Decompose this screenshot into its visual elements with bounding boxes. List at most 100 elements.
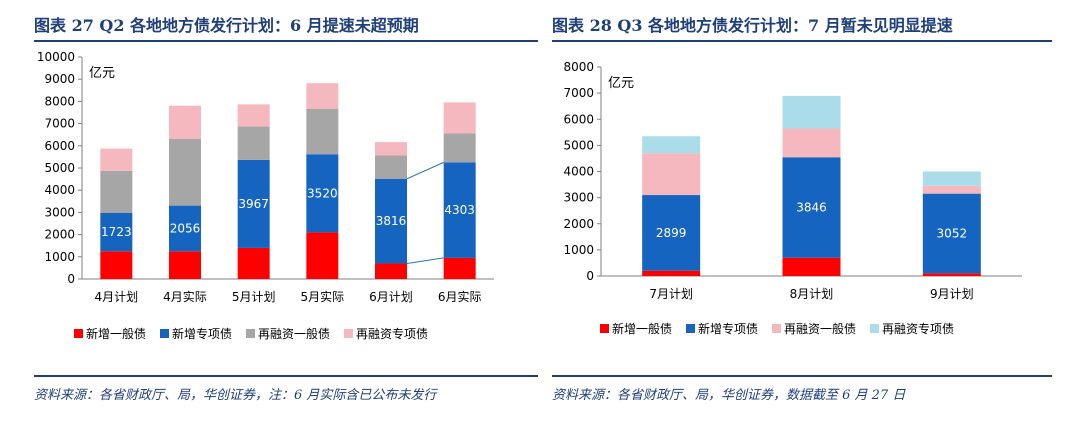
category-label: 9月计划 <box>930 287 974 301</box>
category-label: 6月实际 <box>438 289 482 304</box>
y-tick-label: 6000 <box>563 112 594 126</box>
bar-segment <box>237 126 270 160</box>
y-tick-label: 6000 <box>44 139 75 153</box>
bar-segment <box>782 128 841 158</box>
data-label: 3052 <box>937 227 968 241</box>
bar-segment <box>922 273 981 276</box>
legend-label: 再融资一般债 <box>258 326 330 341</box>
figure-28-top-rule <box>552 40 1052 42</box>
bar-segment <box>443 162 476 258</box>
legend-label: 新增一般债 <box>86 326 146 341</box>
bar-segment <box>100 212 133 252</box>
category-label: 7月计划 <box>649 287 693 301</box>
category-label: 4月实际 <box>163 289 207 304</box>
legend-swatch <box>772 324 781 333</box>
unit-label: 亿元 <box>608 76 634 91</box>
data-label: 3816 <box>376 214 407 228</box>
y-tick-label: 1000 <box>44 250 75 264</box>
bar-segment <box>922 185 981 194</box>
figure-28-title: 图表 28 Q3 各地地方债发行计划：7 月暂未见明显提速 <box>552 16 953 35</box>
legend-label: 再融资专项债 <box>356 326 428 341</box>
data-label: 3520 <box>307 186 338 200</box>
figure-28-bottom-rule <box>552 375 1052 377</box>
y-tick-label: 0 <box>67 272 75 286</box>
data-label: 3846 <box>796 200 827 214</box>
bar-segment <box>306 154 339 233</box>
bar-segment <box>237 159 270 248</box>
y-tick-label: 8000 <box>563 60 594 74</box>
figure-27-source: 资料来源：各省财政厅、局，华创证券，注：6 月实际含已公布未发行 <box>34 388 437 403</box>
legend-label: 再融资专项债 <box>882 321 954 336</box>
legend-label: 再融资一般债 <box>784 321 856 336</box>
bar-segment <box>642 153 701 196</box>
bar-segment <box>443 133 476 163</box>
data-label: 4303 <box>444 203 475 217</box>
bar-segment <box>642 270 701 276</box>
unit-label: 亿元 <box>89 66 115 81</box>
legend-swatch <box>74 329 83 338</box>
bar-segment <box>306 108 339 155</box>
y-tick-label: 3000 <box>563 191 594 205</box>
y-tick-label: 5000 <box>44 161 75 175</box>
figure-27-bottom-rule <box>34 375 538 377</box>
figure-28-chart: 0 1000 2000 3000 4000 5000 6000 7000 8000 亿元 2899 7… <box>563 60 1022 336</box>
y-tick-label: 7000 <box>44 117 75 131</box>
bar-segment <box>375 155 407 179</box>
legend-swatch <box>160 329 169 338</box>
y-tick-label: 0 <box>586 269 594 283</box>
category-label: 8月计划 <box>790 287 834 301</box>
legend-swatch <box>870 324 879 333</box>
y-tick-label: 2000 <box>563 217 594 231</box>
bar-segment <box>782 157 841 258</box>
figure-27-chart: 0 1000 2000 3000 4000 5000 6000 7000 8000 9000 100… <box>37 50 494 341</box>
bar-segment <box>100 251 133 279</box>
bar-segment <box>375 142 407 156</box>
category-label: 4月计划 <box>95 290 139 304</box>
bar-segment <box>237 247 270 279</box>
bar-segment <box>375 178 407 264</box>
legend-label: 新增专项债 <box>172 326 232 341</box>
data-label: 3967 <box>238 197 269 211</box>
connector-line <box>406 161 444 180</box>
y-tick-label: 2000 <box>44 228 75 242</box>
data-label: 1723 <box>101 225 132 239</box>
y-tick-label: 8000 <box>44 94 75 108</box>
y-tick-label: 10000 <box>37 50 75 64</box>
bar-segment <box>922 171 981 186</box>
y-tick-label: 9000 <box>44 72 75 86</box>
bar-segment <box>169 205 201 252</box>
legend-swatch <box>686 324 695 333</box>
y-tick-label: 4000 <box>563 165 594 179</box>
bar-segment <box>237 104 270 127</box>
bar-segment <box>169 139 201 206</box>
bar-segment <box>922 193 981 274</box>
legend-label: 新增专项债 <box>698 321 758 336</box>
bar-segment <box>782 95 841 129</box>
bar-segment <box>169 251 201 279</box>
data-label: 2056 <box>170 221 201 235</box>
legend-swatch <box>600 324 609 333</box>
y-tick-label: 1000 <box>563 243 594 257</box>
bar-segment <box>100 170 133 213</box>
legend-swatch <box>246 329 255 338</box>
bar-segment <box>642 136 701 154</box>
figure-28-source: 资料来源：各省财政厅、局，华创证券，数据截至 6 月 27 日 <box>552 388 906 403</box>
y-tick-label: 7000 <box>563 86 594 100</box>
bar-segment <box>443 257 476 279</box>
figure-27-top-rule <box>34 40 538 42</box>
category-label: 5月实际 <box>301 289 345 304</box>
category-label: 5月计划 <box>232 290 276 304</box>
y-tick-label: 4000 <box>44 183 75 197</box>
connector-line <box>406 257 444 264</box>
y-tick-label: 5000 <box>563 138 594 152</box>
bar-segment <box>100 148 133 171</box>
bar-segment <box>375 263 407 279</box>
y-tick-label: 3000 <box>44 205 75 219</box>
category-label: 6月计划 <box>369 290 413 304</box>
bar-segment <box>169 105 201 140</box>
legend-swatch <box>344 329 353 338</box>
bar-segment <box>443 102 476 134</box>
legend-label: 新增一般债 <box>612 321 672 336</box>
bar-segment <box>306 83 339 109</box>
bar-segment <box>782 257 841 276</box>
